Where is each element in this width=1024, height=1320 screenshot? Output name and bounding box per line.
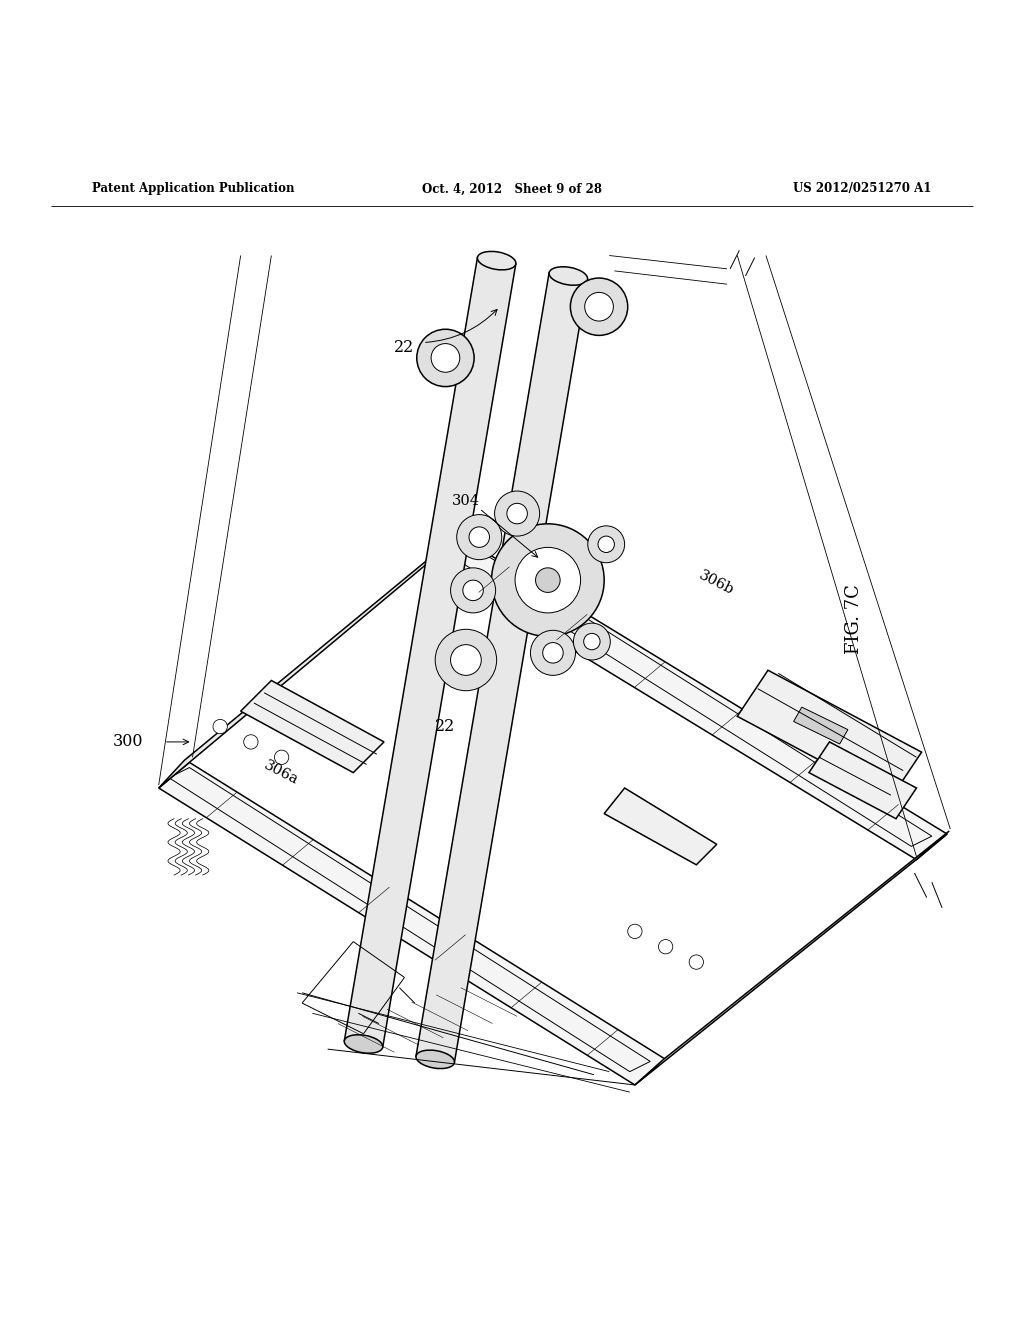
Text: 22: 22	[435, 718, 456, 735]
Circle shape	[584, 634, 600, 649]
Ellipse shape	[477, 251, 516, 269]
Text: 304: 304	[452, 494, 480, 508]
Circle shape	[213, 719, 227, 734]
Circle shape	[658, 940, 673, 954]
Circle shape	[515, 548, 581, 612]
Text: Oct. 4, 2012   Sheet 9 of 28: Oct. 4, 2012 Sheet 9 of 28	[422, 182, 602, 195]
Text: FIG. 7C: FIG. 7C	[845, 585, 863, 653]
Text: Patent Application Publication: Patent Application Publication	[92, 182, 295, 195]
Circle shape	[492, 524, 604, 636]
Polygon shape	[416, 273, 588, 1063]
Circle shape	[536, 568, 560, 593]
Circle shape	[469, 527, 489, 548]
Circle shape	[570, 279, 628, 335]
Circle shape	[598, 536, 614, 553]
Polygon shape	[737, 671, 922, 799]
Circle shape	[585, 293, 613, 321]
Polygon shape	[159, 763, 666, 1085]
Circle shape	[451, 644, 481, 676]
Text: US 2012/0251270 A1: US 2012/0251270 A1	[794, 182, 932, 195]
Polygon shape	[794, 708, 848, 744]
Polygon shape	[809, 742, 916, 818]
Circle shape	[451, 568, 496, 612]
Circle shape	[431, 343, 460, 372]
Circle shape	[274, 750, 289, 764]
Circle shape	[507, 503, 527, 524]
Text: 22: 22	[394, 339, 415, 356]
Circle shape	[435, 630, 497, 690]
Circle shape	[417, 329, 474, 387]
Polygon shape	[635, 832, 949, 1085]
Circle shape	[457, 515, 502, 560]
Text: 300: 300	[113, 734, 143, 750]
Circle shape	[244, 735, 258, 748]
Ellipse shape	[416, 1051, 455, 1069]
Text: 306b: 306b	[696, 569, 736, 598]
Circle shape	[495, 491, 540, 536]
Polygon shape	[430, 537, 947, 859]
Polygon shape	[604, 788, 717, 865]
Polygon shape	[241, 681, 384, 772]
Circle shape	[530, 631, 575, 676]
Circle shape	[463, 579, 483, 601]
Circle shape	[573, 623, 610, 660]
Circle shape	[628, 924, 642, 939]
Ellipse shape	[549, 267, 588, 285]
Polygon shape	[344, 257, 516, 1047]
Polygon shape	[159, 539, 453, 788]
Circle shape	[689, 954, 703, 969]
Circle shape	[588, 525, 625, 562]
Ellipse shape	[344, 1035, 383, 1053]
Circle shape	[543, 643, 563, 663]
Text: 306a: 306a	[261, 758, 300, 787]
